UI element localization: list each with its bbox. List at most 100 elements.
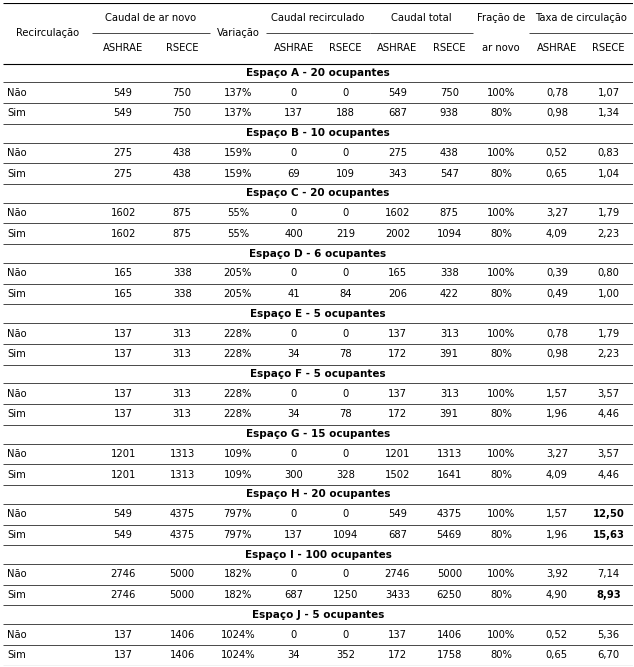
Text: 100%: 100%	[487, 208, 515, 218]
Text: 0: 0	[342, 329, 349, 339]
Text: Sim: Sim	[7, 470, 26, 480]
Text: Sim: Sim	[7, 530, 26, 540]
Text: 0: 0	[290, 148, 297, 158]
Text: 4375: 4375	[437, 509, 462, 519]
Text: 4,09: 4,09	[546, 470, 568, 480]
Text: 80%: 80%	[490, 530, 512, 540]
Text: 1,79: 1,79	[598, 208, 620, 218]
Text: 1,57: 1,57	[546, 389, 568, 399]
Text: 1602: 1602	[385, 208, 410, 218]
Text: RSECE: RSECE	[166, 43, 198, 53]
Text: 1250: 1250	[333, 590, 358, 600]
Text: 0,78: 0,78	[546, 88, 568, 97]
Text: 100%: 100%	[487, 449, 515, 459]
Text: 875: 875	[440, 208, 459, 218]
Text: RSECE: RSECE	[433, 43, 465, 53]
Text: Caudal de ar novo: Caudal de ar novo	[105, 13, 197, 23]
Text: 228%: 228%	[224, 389, 252, 399]
Text: 172: 172	[388, 650, 407, 660]
Text: 159%: 159%	[224, 169, 252, 179]
Text: 137: 137	[113, 410, 133, 420]
Text: 0: 0	[290, 570, 297, 580]
Text: Sim: Sim	[7, 590, 26, 600]
Text: 5000: 5000	[437, 570, 462, 580]
Text: 275: 275	[113, 148, 133, 158]
Text: Sim: Sim	[7, 650, 26, 660]
Text: 137: 137	[113, 350, 133, 360]
Text: Sim: Sim	[7, 109, 26, 119]
Text: 0: 0	[342, 570, 349, 580]
Text: 438: 438	[440, 148, 458, 158]
Text: 875: 875	[172, 229, 191, 239]
Text: 0: 0	[290, 208, 297, 218]
Text: 100%: 100%	[487, 630, 515, 640]
Text: Espaço I - 100 ocupantes: Espaço I - 100 ocupantes	[245, 550, 391, 560]
Text: 300: 300	[284, 470, 303, 480]
Text: ASHRAE: ASHRAE	[103, 43, 143, 53]
Text: 182%: 182%	[224, 570, 252, 580]
Text: 687: 687	[284, 590, 303, 600]
Text: 0,52: 0,52	[546, 630, 568, 640]
Text: 8,93: 8,93	[597, 590, 621, 600]
Text: 137: 137	[113, 630, 133, 640]
Text: 2,23: 2,23	[598, 350, 620, 360]
Text: RSECE: RSECE	[329, 43, 362, 53]
Text: 0,39: 0,39	[546, 268, 568, 278]
Text: Não: Não	[7, 509, 27, 519]
Text: 438: 438	[173, 148, 191, 158]
Text: 3,27: 3,27	[546, 449, 568, 459]
Text: 352: 352	[336, 650, 355, 660]
Text: 137: 137	[388, 389, 407, 399]
Text: Não: Não	[7, 570, 27, 580]
Text: 313: 313	[172, 350, 191, 360]
Text: 0: 0	[342, 148, 349, 158]
Text: 15,63: 15,63	[593, 530, 624, 540]
Text: 0,98: 0,98	[546, 109, 568, 119]
Text: 100%: 100%	[487, 268, 515, 278]
Text: 1,04: 1,04	[598, 169, 620, 179]
Text: Sim: Sim	[7, 229, 26, 239]
Text: 1,07: 1,07	[598, 88, 620, 97]
Text: 159%: 159%	[224, 148, 252, 158]
Text: Fração de: Fração de	[477, 13, 526, 23]
Text: 80%: 80%	[490, 229, 512, 239]
Text: 109: 109	[336, 169, 355, 179]
Text: 0: 0	[290, 509, 297, 519]
Text: Caudal recirculado: Caudal recirculado	[271, 13, 365, 23]
Text: 0,78: 0,78	[546, 329, 568, 339]
Text: 228%: 228%	[224, 329, 252, 339]
Text: 391: 391	[440, 350, 459, 360]
Text: ASHRAE: ASHRAE	[273, 43, 314, 53]
Text: 0: 0	[342, 509, 349, 519]
Text: 0: 0	[342, 88, 349, 97]
Text: 1758: 1758	[437, 650, 462, 660]
Text: Sim: Sim	[7, 169, 26, 179]
Text: 313: 313	[172, 410, 191, 420]
Text: 137: 137	[388, 329, 407, 339]
Text: 2,23: 2,23	[598, 229, 620, 239]
Text: 875: 875	[172, 208, 191, 218]
Text: 1201: 1201	[385, 449, 410, 459]
Text: 4,09: 4,09	[546, 229, 568, 239]
Text: 100%: 100%	[487, 88, 515, 97]
Text: Não: Não	[7, 329, 27, 339]
Text: 34: 34	[287, 650, 300, 660]
Text: 172: 172	[388, 410, 407, 420]
Text: 750: 750	[172, 109, 191, 119]
Text: 109%: 109%	[224, 470, 252, 480]
Text: 78: 78	[339, 350, 352, 360]
Text: 80%: 80%	[490, 350, 512, 360]
Text: 0: 0	[290, 329, 297, 339]
Text: 313: 313	[172, 389, 191, 399]
Text: 1024%: 1024%	[221, 650, 256, 660]
Text: 1602: 1602	[110, 229, 136, 239]
Text: 797%: 797%	[224, 530, 252, 540]
Text: 0,65: 0,65	[546, 650, 568, 660]
Text: 78: 78	[339, 410, 352, 420]
Text: 1094: 1094	[333, 530, 358, 540]
Text: 165: 165	[113, 268, 133, 278]
Text: 1201: 1201	[110, 449, 136, 459]
Text: 80%: 80%	[490, 650, 512, 660]
Text: 687: 687	[388, 530, 407, 540]
Text: Espaço D - 6 ocupantes: Espaço D - 6 ocupantes	[249, 249, 387, 259]
